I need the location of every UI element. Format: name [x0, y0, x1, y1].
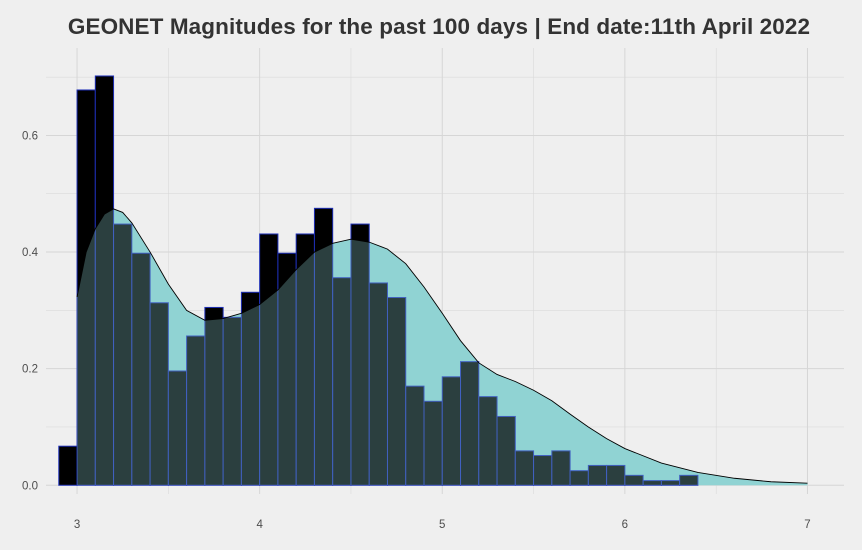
density-area-overlay — [77, 208, 808, 486]
histogram-bars — [58, 75, 699, 486]
y-tick-label: 0.4 — [22, 247, 39, 259]
x-tick-label: 3 — [74, 519, 80, 531]
histogram-bar — [679, 474, 699, 486]
x-tick-label: 4 — [256, 519, 263, 531]
x-tick-label: 5 — [439, 519, 445, 531]
x-tick-label: 7 — [804, 519, 810, 531]
y-tick-label: 0.6 — [22, 130, 38, 142]
y-tick-label: 0.2 — [22, 364, 38, 376]
axis-labels: 3 4 5 6 7 0.0 0.2 0.4 0.6 — [22, 130, 811, 531]
histogram-bar — [58, 445, 78, 486]
density-line — [76, 208, 808, 484]
y-tick-label: 0.0 — [22, 480, 38, 492]
histogram-bar — [551, 450, 571, 486]
x-tick-label: 6 — [622, 519, 628, 531]
chart-title: GEONET Magnitudes for the past 100 days … — [67, 14, 811, 39]
density-line-layer — [76, 208, 808, 486]
